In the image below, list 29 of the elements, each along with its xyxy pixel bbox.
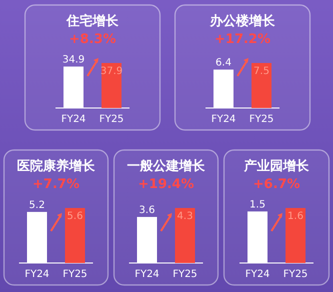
chart-title: 医院康养增长 (17, 158, 96, 174)
data-label: 34.9 (62, 54, 85, 66)
data-label: 1.6 (288, 211, 304, 222)
x-tick-label: FY25 (99, 114, 124, 125)
x-tick-label: FY24 (61, 114, 86, 125)
chart-title: 产业园增长 (243, 158, 310, 174)
data-label: 6.4 (216, 58, 232, 69)
chart-subtitle: +17.2% (214, 32, 270, 47)
data-label: 7.5 (254, 66, 270, 77)
chart-subtitle: +6.7% (253, 177, 300, 192)
x-tick-label: FY25 (172, 269, 198, 280)
x-tick-label: FY24 (211, 114, 236, 125)
chart-subtitle: +8.3% (69, 32, 116, 47)
x-tick-label: FY24 (24, 269, 50, 280)
chart-title: 一般公建增长 (127, 159, 206, 174)
x-tick-label: FY24 (134, 269, 160, 280)
data-label: 4.3 (177, 211, 193, 222)
chart-title: 办公楼增长 (209, 14, 276, 29)
chart-subtitle: +7.7% (32, 177, 80, 192)
data-label: 3.6 (139, 204, 155, 216)
x-tick-label: FY25 (62, 269, 88, 280)
data-label: 1.5 (250, 199, 266, 210)
chart-subtitle: +19.4% (138, 177, 194, 192)
x-tick-label: FY25 (283, 269, 308, 280)
chart-title: 住宅增长 (66, 13, 120, 29)
data-label: 5.6 (67, 211, 83, 222)
x-tick-label: FY24 (245, 269, 270, 280)
data-label: 5.2 (29, 200, 45, 211)
x-tick-label: FY25 (249, 114, 274, 125)
